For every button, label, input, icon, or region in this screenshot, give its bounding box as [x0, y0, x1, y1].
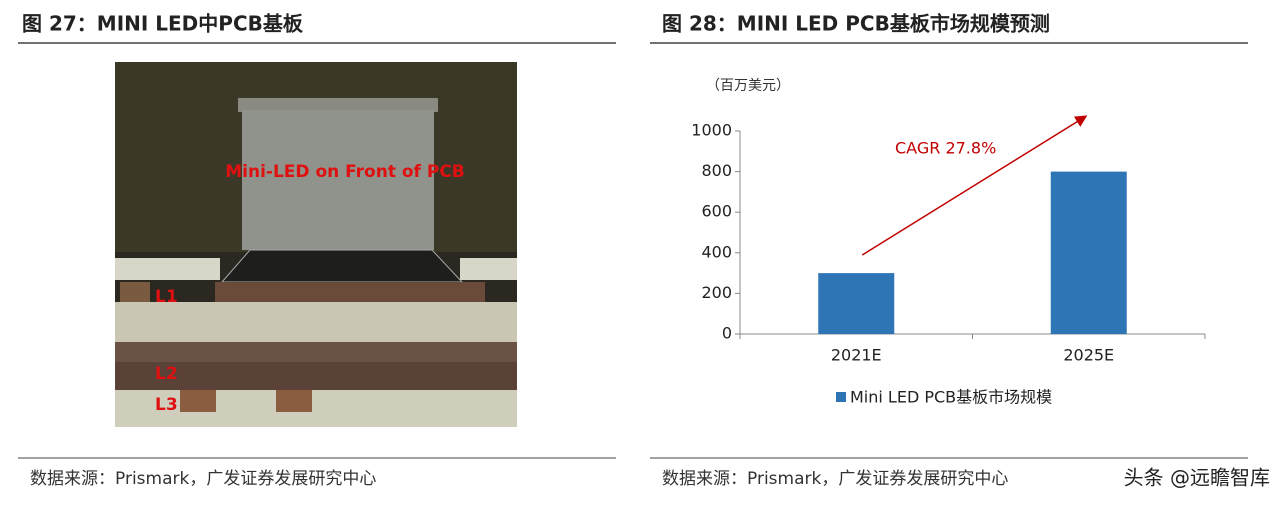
legend-label: Mini LED PCB基板市场规模 — [850, 388, 1052, 407]
y-tick-label: 400 — [701, 242, 732, 261]
x-tick-label: 2025E — [1063, 346, 1114, 365]
bar — [1050, 171, 1127, 334]
watermark: 头条 @远瞻智库 — [1124, 466, 1270, 490]
source: 数据来源：Prismark，广发证券发展研究中心 — [30, 469, 376, 489]
y-tick-label: 200 — [701, 283, 732, 302]
y-tick-label: 0 — [722, 324, 732, 343]
layer-label: L1 — [155, 287, 178, 307]
y-tick-label: 800 — [701, 161, 732, 180]
chart: 0 200 400 600 800 1000 2021E 2025E CAGR 27.8% Min… — [691, 115, 1206, 407]
legend-swatch — [836, 392, 846, 402]
figure-title: 图 28：MINI LED PCB基板市场规模预测 — [662, 12, 1050, 36]
photo-label: Mini-LED on Front of PCB — [225, 162, 465, 182]
y-tick-label: 1000 — [691, 121, 732, 140]
pcb-photo: Mini-LED on Front of PCB L1 L2 L3 — [115, 62, 517, 427]
unit-label: （百万美元） — [706, 78, 790, 94]
figure-title: 图 27：MINI LED中PCB基板 — [22, 12, 304, 36]
source: 数据来源：Prismark，广发证券发展研究中心 — [662, 469, 1008, 489]
annotation: CAGR 27.8% — [895, 139, 996, 158]
layer-label: L2 — [155, 364, 178, 384]
x-tick-label: 2021E — [831, 346, 882, 365]
y-tick-label: 600 — [701, 202, 732, 221]
bar — [818, 273, 895, 334]
cagr-arrow — [861, 115, 1088, 256]
layer-label: L3 — [155, 395, 178, 415]
photo-label-text: Mini-LED on Front of PCB — [225, 162, 465, 182]
